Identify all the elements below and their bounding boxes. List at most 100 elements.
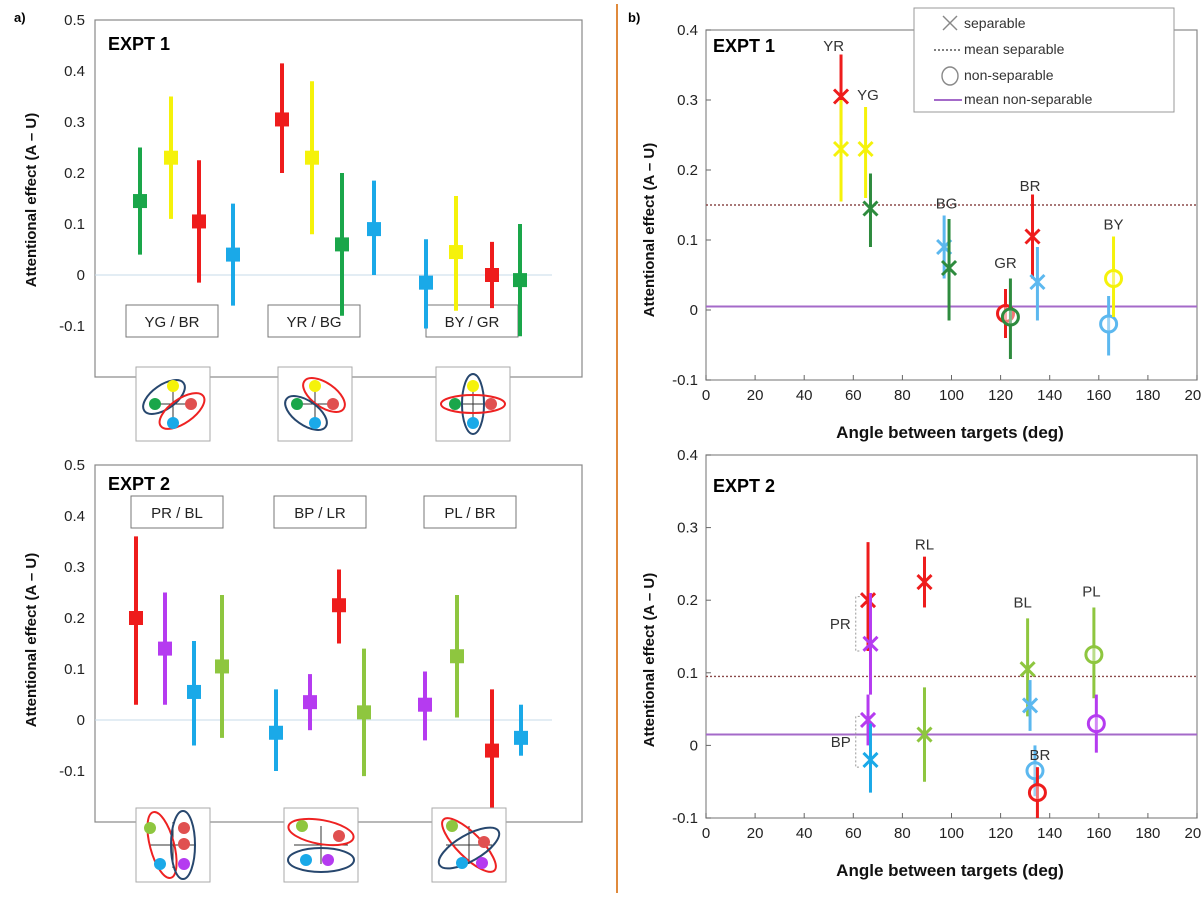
- data-point: [419, 239, 433, 329]
- cross-marker: [859, 711, 877, 729]
- x-tick-label: 80: [894, 387, 911, 404]
- condition-label: PR / BL: [130, 495, 224, 529]
- chart-a-expt1: EXPT 1 Attentional effect (A – U) -0.1 0 0…: [23, 12, 583, 378]
- y-tick-label: 0.1: [677, 665, 698, 682]
- circle-marker: [1027, 783, 1047, 803]
- x-tick-label: 180: [1135, 825, 1160, 842]
- data-point: [133, 147, 147, 255]
- circle-marker: [1099, 314, 1119, 334]
- y-tick-label: -0.1: [672, 810, 698, 827]
- data-point: [164, 96, 178, 219]
- y-tick-label: 0.1: [677, 232, 698, 249]
- y-tick-label: 0: [690, 302, 698, 319]
- chart-a-expt2: EXPT 2 Attentional effect (A – U) -0.1 0 0…: [23, 457, 583, 823]
- mean-marker: [164, 150, 178, 165]
- svg-text:BP / LR: BP / LR: [294, 505, 346, 522]
- cross-marker: [832, 88, 850, 105]
- legend-cross-icon: [942, 15, 958, 31]
- data-point: [862, 173, 879, 247]
- condition-label: YR / BG: [267, 304, 361, 338]
- x-tick-label: 40: [796, 387, 813, 404]
- data-point: [1104, 236, 1124, 317]
- data-point: [305, 81, 319, 235]
- mean-marker: [226, 247, 240, 262]
- data-point: [857, 107, 874, 198]
- data-point: [940, 219, 958, 321]
- legend-circle-icon: [941, 66, 959, 86]
- mean-marker: [133, 194, 147, 209]
- circle-marker: [1025, 761, 1045, 781]
- mean-marker: [485, 743, 499, 758]
- mean-marker: [450, 649, 464, 664]
- x-tick-label: 0: [702, 825, 710, 842]
- y-axis-label: Attentional effect (A – U): [23, 113, 40, 287]
- y-tick-label: 0.4: [677, 22, 698, 39]
- circle-marker: [1084, 645, 1104, 665]
- cross-marker: [1024, 228, 1041, 245]
- data-point: [226, 203, 240, 306]
- x-tick-label: 0: [702, 387, 710, 404]
- y-tick-label: 0: [77, 267, 85, 284]
- y-ticks: -0.1 0 0.1 0.2 0.3 0.4 0.5: [59, 12, 552, 335]
- chart-title: EXPT 1: [713, 36, 775, 56]
- x-tick-label: 140: [1037, 825, 1062, 842]
- y-tick-label: 0.2: [677, 162, 698, 179]
- target-diagram-pr-bl: [135, 807, 211, 883]
- data-point: [859, 694, 877, 746]
- data-point: [129, 536, 143, 705]
- data-point: [275, 63, 289, 173]
- pair-label: YG: [857, 87, 879, 104]
- y-tick-label: -0.1: [59, 318, 85, 335]
- cross-marker: [940, 259, 958, 277]
- y-tick-label: 0.5: [64, 457, 85, 474]
- data-point: [449, 195, 463, 311]
- data-point: [862, 592, 879, 695]
- y-axis-label: Attentional effect (A – U): [23, 553, 40, 727]
- cross-marker: [862, 200, 879, 217]
- data-point: [367, 180, 381, 275]
- y-tick-label: 0: [690, 737, 698, 754]
- mean-marker: [335, 237, 349, 252]
- bracket-label: BP: [831, 715, 860, 768]
- x-tick-label: 160: [1086, 825, 1111, 842]
- y-tick-label: -0.1: [59, 763, 85, 780]
- cross-marker: [1021, 697, 1039, 714]
- y-tick-label: 0.4: [64, 63, 85, 80]
- data-point: [485, 689, 499, 817]
- legend-mean-non-separable: mean non-separable: [964, 91, 1093, 107]
- y-tick-label: 0.5: [64, 12, 85, 29]
- x-tick-label: 60: [845, 387, 862, 404]
- data-point: [513, 224, 527, 337]
- x-tick-label: 140: [1037, 387, 1062, 404]
- x-tick-label: 40: [796, 825, 813, 842]
- pair-label: PL: [1082, 584, 1100, 601]
- x-tick-label: 100: [939, 387, 964, 404]
- x-tick-label: 200: [1184, 387, 1201, 404]
- x-axis-label: Angle between targets (deg): [836, 861, 1064, 880]
- y-tick-label: 0.4: [64, 508, 85, 525]
- y-tick-label: -0.1: [672, 372, 698, 389]
- x-tick-label: 60: [845, 825, 862, 842]
- mean-marker: [332, 598, 346, 613]
- y-tick-label: 0.2: [64, 165, 85, 182]
- mean-marker: [485, 268, 499, 282]
- legend-mean-separable: mean separable: [964, 41, 1065, 57]
- cross-marker: [832, 140, 850, 158]
- mean-marker: [187, 684, 201, 699]
- data-point: [158, 592, 172, 705]
- svg-text:PR / BL: PR / BL: [151, 505, 203, 522]
- mean-marker: [367, 222, 381, 237]
- cross-marker: [857, 140, 874, 158]
- cross-marker: [916, 726, 933, 743]
- mean-marker: [514, 730, 528, 745]
- panel-label-b: b): [628, 10, 640, 25]
- cross-marker: [1029, 273, 1046, 291]
- data-point: [215, 595, 229, 738]
- data-point: [1025, 745, 1045, 797]
- data-point: [357, 648, 371, 777]
- legend-separable: separable: [964, 15, 1026, 31]
- x-tick-label: 200: [1184, 825, 1201, 842]
- circle-marker: [1086, 714, 1106, 734]
- pair-labels: RL BL PL BR PR BP: [830, 536, 1101, 768]
